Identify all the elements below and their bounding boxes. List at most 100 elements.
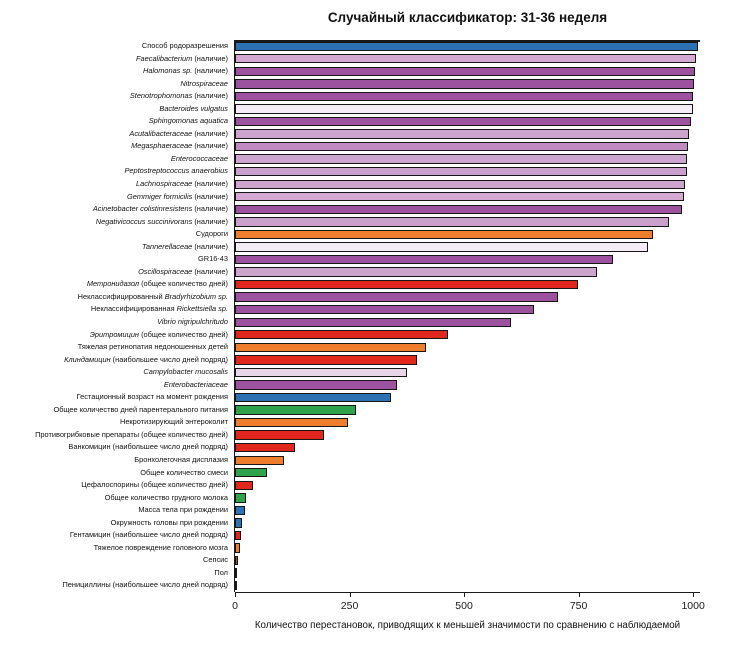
- row-label: Peptostreptococcus anaerobius: [0, 165, 228, 178]
- label-text: Масса тела при рождении: [138, 505, 228, 515]
- label-text: Противогрибковые препараты (общее количе…: [35, 429, 228, 439]
- label-text: Способ родоразрешения: [141, 41, 228, 50]
- row-label: Способ родоразрешения: [0, 40, 228, 53]
- row-label: Negativicoccus succinivorans (наличие): [0, 216, 228, 229]
- row-label: Общее количество дней парентерального пи…: [0, 404, 228, 417]
- bar: [235, 116, 692, 127]
- label-text: (наличие): [192, 53, 228, 63]
- row-label: Цефалоспорины (общее количество дней): [0, 479, 228, 492]
- taxon-name: Oscillospiraceae: [138, 266, 193, 276]
- bar: [235, 167, 687, 177]
- taxon-name: Nitrospiraceae: [180, 78, 228, 88]
- bar: [235, 543, 241, 553]
- taxon-name: Gemmiger formicilis: [127, 191, 193, 201]
- chart-row: Общее количество смеси: [0, 467, 749, 480]
- chart-row: Sphingomonas aquatica: [0, 115, 749, 128]
- chart-row: Gemmiger formicilis (наличие): [0, 191, 749, 204]
- chart-row: Peptostreptococcus anaerobius: [0, 165, 749, 178]
- label-text: (наличие): [192, 141, 228, 151]
- row-label: Campylobacter mucosalis: [0, 366, 228, 379]
- bar: [235, 530, 242, 541]
- taxon-name: Rickettsiella sp.: [176, 304, 228, 314]
- x-tick-mark: [349, 592, 351, 597]
- bar: [235, 493, 246, 503]
- x-tick-label: 0: [232, 600, 238, 612]
- label-text: (общее количество дней): [139, 279, 228, 289]
- x-tick-mark: [578, 592, 580, 597]
- row-label: Гестационный возраст на момент рождения: [0, 391, 228, 404]
- bar: [235, 192, 684, 202]
- row-label: Megasphaeraceae (наличие): [0, 140, 228, 153]
- bar: [235, 355, 417, 365]
- label-text: (наличие): [192, 191, 228, 201]
- label-text: Общее количество грудного молока: [104, 492, 228, 502]
- label-text: (наличие): [192, 91, 228, 101]
- chart-row: Acinetobacter colistinresistens (наличие…: [0, 203, 749, 216]
- label-text: Сепсис: [203, 555, 228, 565]
- bar: [235, 518, 243, 528]
- chart-row: Противогрибковые препараты (общее количе…: [0, 429, 749, 442]
- taxon-name: Sphingomonas aquatica: [148, 116, 228, 126]
- row-label: Bacteroides vulgatus: [0, 103, 228, 116]
- bar: [235, 305, 535, 315]
- row-label: Судороги: [0, 228, 228, 241]
- bar: [235, 405, 356, 415]
- label-text: Тяжелая ретинопатия недоношенных детей: [77, 342, 228, 352]
- label-text: (наличие): [192, 216, 228, 226]
- bar: [235, 54, 696, 64]
- row-label: Масса тела при рождении: [0, 504, 228, 517]
- x-tick-label: 750: [569, 600, 588, 612]
- row-label: Метронидазол (общее количество дней): [0, 278, 228, 291]
- chart-row: Ванкомицин (наибольшее число дней подряд…: [0, 441, 749, 454]
- row-label: GR16-43: [0, 253, 228, 266]
- bar: [235, 179, 685, 189]
- taxon-name: Enterobacteriaceae: [163, 379, 228, 389]
- row-label: Oscillospiraceae (наличие): [0, 266, 228, 279]
- row-label: Тяжелое повреждение головного мозга: [0, 542, 228, 555]
- taxon-name: Acutalibacteraceae: [129, 128, 193, 138]
- row-label: Acinetobacter colistinresistens (наличие…: [0, 203, 228, 216]
- chart-row: Гентамицин (наибольшее число дней подряд…: [0, 529, 749, 542]
- label-text: Бронхолегочная дисплазия: [134, 455, 228, 464]
- x-axis-line: [235, 592, 700, 594]
- bar: [235, 254, 613, 265]
- bar: [235, 330, 449, 340]
- taxon-name: Tannerellaceae: [142, 241, 193, 251]
- x-axis-title: Количество перестановок, приводящих к ме…: [254, 620, 681, 631]
- row-label: Halomonas sp. (наличие): [0, 65, 228, 78]
- chart-row: Цефалоспорины (общее количество дней): [0, 479, 749, 492]
- chart-row: Эритромицин (общее количество дней): [0, 329, 749, 342]
- label-text: (наличие): [192, 204, 228, 214]
- row-label: Nitrospiraceae: [0, 78, 228, 91]
- chart-row: Faecalibacterium (наличие): [0, 53, 749, 66]
- bar: [235, 380, 398, 390]
- bar: [235, 342, 427, 353]
- chart-row: Tannerellaceae (наличие): [0, 241, 749, 254]
- label-text: (наличие): [192, 128, 228, 138]
- label-text: Цефалоспорины (общее количество дней): [81, 480, 228, 490]
- row-label: Enterobacteriaceae: [0, 379, 228, 392]
- label-text: Окружность головы при рождении: [110, 517, 228, 527]
- bar: [235, 91, 694, 102]
- taxon-name: Megasphaeraceae: [131, 141, 193, 151]
- chart-row: Общее количество дней парентерального пи…: [0, 404, 749, 417]
- taxon-name: Stenotrophomonas: [129, 91, 193, 101]
- row-label: Acutalibacteraceae (наличие): [0, 128, 228, 141]
- bar: [235, 468, 268, 478]
- chart-row: Некротизирующий энтероколит: [0, 416, 749, 429]
- row-label: Faecalibacterium (наличие): [0, 53, 228, 66]
- label-text: (наибольшее число дней подряд): [110, 354, 228, 364]
- chart-row: Сепсис: [0, 554, 749, 567]
- bar: [235, 66, 695, 77]
- taxon-name: Клиндамицин: [64, 354, 111, 364]
- chart-row: Negativicoccus succinivorans (наличие): [0, 216, 749, 229]
- chart-row: Клиндамицин (наибольшее число дней подря…: [0, 354, 749, 367]
- chart-row: Enterococcaceae: [0, 153, 749, 166]
- chart-row: Vibrio nigripulchritudo: [0, 316, 749, 329]
- bar: [235, 568, 238, 578]
- label-text: Гестационный возраст на момент рождения: [76, 392, 228, 402]
- row-label: Пенициллины (наибольшее число дней подря…: [0, 579, 228, 592]
- label-text: (общее количество дней): [139, 329, 228, 339]
- label-text: Пенициллины (наибольшее число дней подря…: [62, 580, 228, 590]
